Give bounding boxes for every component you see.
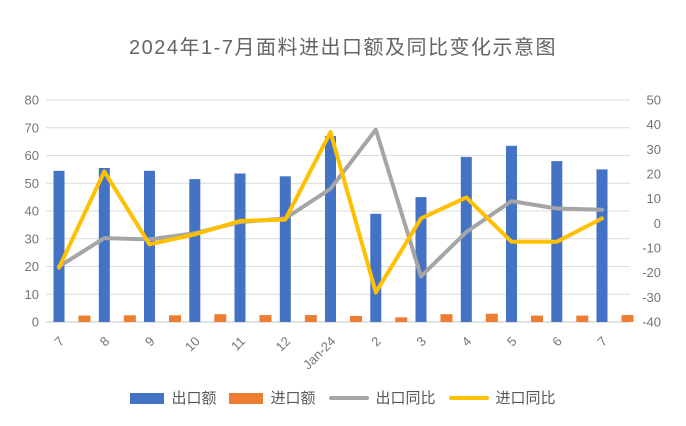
x-category-label: Jan-24 [300, 334, 339, 373]
left-axis-tick-label: 50 [25, 176, 39, 191]
export-amount-bar [506, 145, 517, 322]
export-amount-bar [596, 169, 608, 322]
export-amount-bar [189, 179, 201, 322]
legend-label-export-yoy: 出口同比 [375, 389, 436, 407]
import-amount-bar [395, 317, 408, 322]
legend: 出口额 进口额 出口同比 进口同比 [0, 386, 686, 410]
right-axis-tick-label: -10 [642, 241, 661, 256]
right-axis-tick-label: 10 [647, 191, 661, 206]
export-amount-bar [279, 176, 291, 322]
right-axis-tick-label: 50 [647, 93, 661, 108]
left-axis-tick-label: 0 [32, 315, 39, 330]
left-axis-tick-label: 70 [25, 120, 39, 135]
export-amount-bar [98, 168, 110, 322]
x-category-label: 10 [182, 334, 203, 355]
left-axis-tick-label: 10 [25, 287, 39, 302]
import-amount-bar [259, 315, 272, 322]
left-axis-tick-label: 80 [25, 93, 39, 108]
right-axis-tick-label: -40 [642, 315, 661, 330]
x-category-label: 5 [504, 334, 520, 350]
x-category-label: 11 [228, 334, 248, 354]
import-amount-bar [169, 315, 181, 322]
legend-item-export-yoy: 出口同比 [328, 389, 436, 407]
legend-item-import-amount: 进口额 [229, 389, 316, 407]
import-amount-bar [78, 315, 91, 322]
import-amount-bar [214, 314, 227, 322]
import-amount-bar [485, 313, 498, 322]
import-amount-bar [123, 315, 136, 322]
import-amount-bar [531, 315, 543, 322]
x-category-label: 2 [368, 334, 384, 350]
x-category-label: 3 [413, 334, 429, 350]
legend-swatch-export-amount [130, 392, 165, 404]
right-axis-tick-label: -30 [642, 290, 661, 305]
x-category-label: 8 [97, 334, 113, 350]
legend-swatch-import-amount [229, 392, 264, 404]
right-axis-tick-label: 40 [647, 117, 661, 132]
left-axis-tick-label: 40 [25, 204, 39, 219]
import-amount-bar [304, 315, 317, 322]
right-axis-tick-label: 0 [654, 216, 661, 231]
export-amount-bar [370, 213, 382, 322]
export-amount-bar [415, 197, 427, 322]
legend-swatch-import-yoy [448, 396, 489, 400]
legend-label-export-amount: 出口额 [171, 389, 217, 407]
right-axis-tick-label: 20 [647, 167, 661, 182]
export-yoy-line [57, 127, 604, 279]
legend-item-export-amount: 出口额 [130, 391, 216, 406]
x-category-label: 4 [459, 334, 475, 350]
x-category-label: 6 [549, 334, 565, 350]
chart-title: 2024年1-7月面料进出口额及同比变化示意图 [129, 37, 557, 59]
import-amount-bar [621, 315, 634, 322]
x-category-label: 7 [51, 334, 67, 350]
right-axis-tick-label: 30 [647, 142, 661, 157]
export-amount-bar [325, 136, 336, 322]
import-yoy-line [57, 130, 604, 295]
x-category-label: 7 [594, 334, 610, 350]
left-axis-tick-label: 60 [25, 148, 39, 163]
x-category-label: 12 [273, 334, 294, 355]
legend-label-import-yoy: 进口同比 [495, 389, 556, 407]
x-category-label: 9 [142, 334, 158, 350]
export-amount-bar [234, 173, 246, 322]
import-amount-bar [576, 315, 589, 322]
left-axis-tick-label: 20 [25, 259, 39, 274]
right-axis-tick-label: -20 [642, 265, 661, 280]
legend-label-import-amount: 进口额 [270, 389, 316, 407]
legend-swatch-export-yoy [328, 396, 369, 400]
legend-item-import-yoy: 进口同比 [448, 389, 556, 407]
import-amount-bar [350, 315, 362, 322]
export-amount-bar [460, 156, 472, 322]
export-amount-bar [53, 170, 65, 322]
left-axis-tick-label: 30 [25, 231, 39, 246]
import-amount-bar [440, 314, 453, 322]
export-amount-bar [144, 170, 155, 322]
